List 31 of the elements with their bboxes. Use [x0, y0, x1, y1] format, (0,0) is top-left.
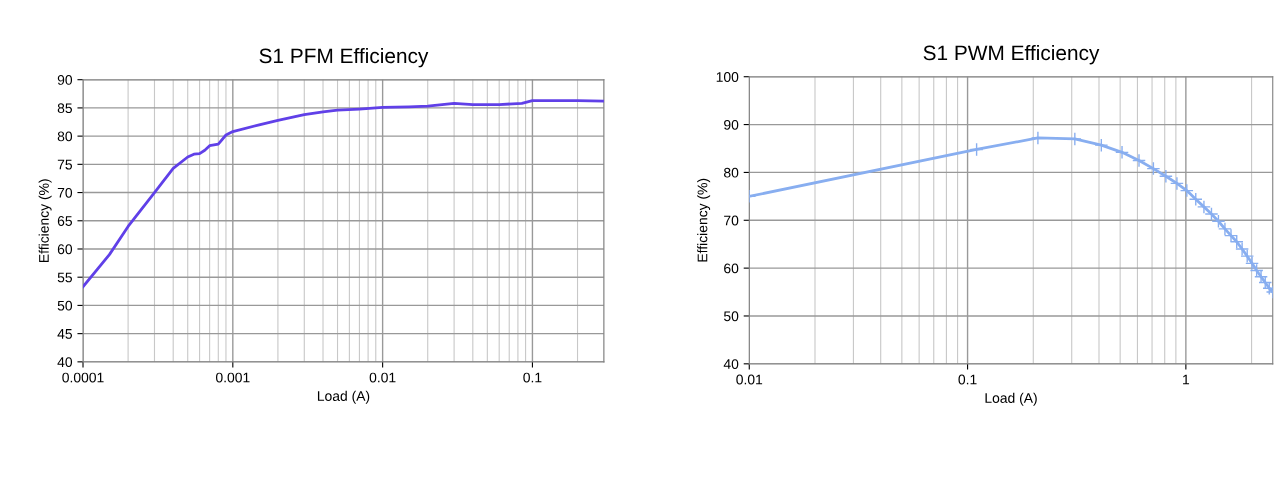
x-tick-label: 0.1: [523, 372, 542, 383]
y-tick-label: 60: [57, 244, 73, 255]
y-tick-label: 55: [57, 272, 73, 283]
y-tick-label: 40: [723, 359, 739, 369]
y-tick-label: 50: [57, 300, 73, 311]
y-tick-label: 50: [723, 311, 739, 322]
y-tick-label: 75: [57, 159, 73, 170]
x-tick-label: 1: [1183, 374, 1190, 385]
y-tick-label: 65: [57, 216, 73, 226]
chart-title: S1 PWM Efficiency: [923, 44, 1100, 65]
x-axis-title: Load (A): [317, 390, 370, 404]
x-tick-label: 0.0001: [62, 372, 104, 383]
y-tick-label: 70: [724, 215, 739, 226]
y-tick-label: 90: [57, 75, 73, 85]
x-tick-label: 0.01: [736, 374, 763, 385]
y-tick-label: 40: [57, 357, 73, 368]
y-tick-label: 90: [724, 119, 739, 130]
x-tick-label: 0.001: [215, 372, 250, 383]
y-axis-title: Efficiency (%): [38, 179, 52, 262]
y-tick-label: 85: [57, 103, 73, 114]
x-axis-title: Load (A): [985, 392, 1037, 406]
y-tick-label: 70: [57, 187, 73, 198]
y-tick-label: 100: [716, 72, 739, 82]
y-tick-label: 45: [57, 329, 73, 339]
x-tick-label: 0.1: [958, 374, 977, 385]
chart-title: S1 PFM Efficiency: [259, 47, 429, 68]
y-tick-label: 80: [57, 131, 73, 142]
y-tick-label: 60: [724, 263, 739, 274]
y-tick-label: 80: [724, 167, 739, 178]
y-axis-title: Efficiency (%): [697, 178, 711, 262]
x-tick-label: 0.01: [369, 372, 396, 383]
